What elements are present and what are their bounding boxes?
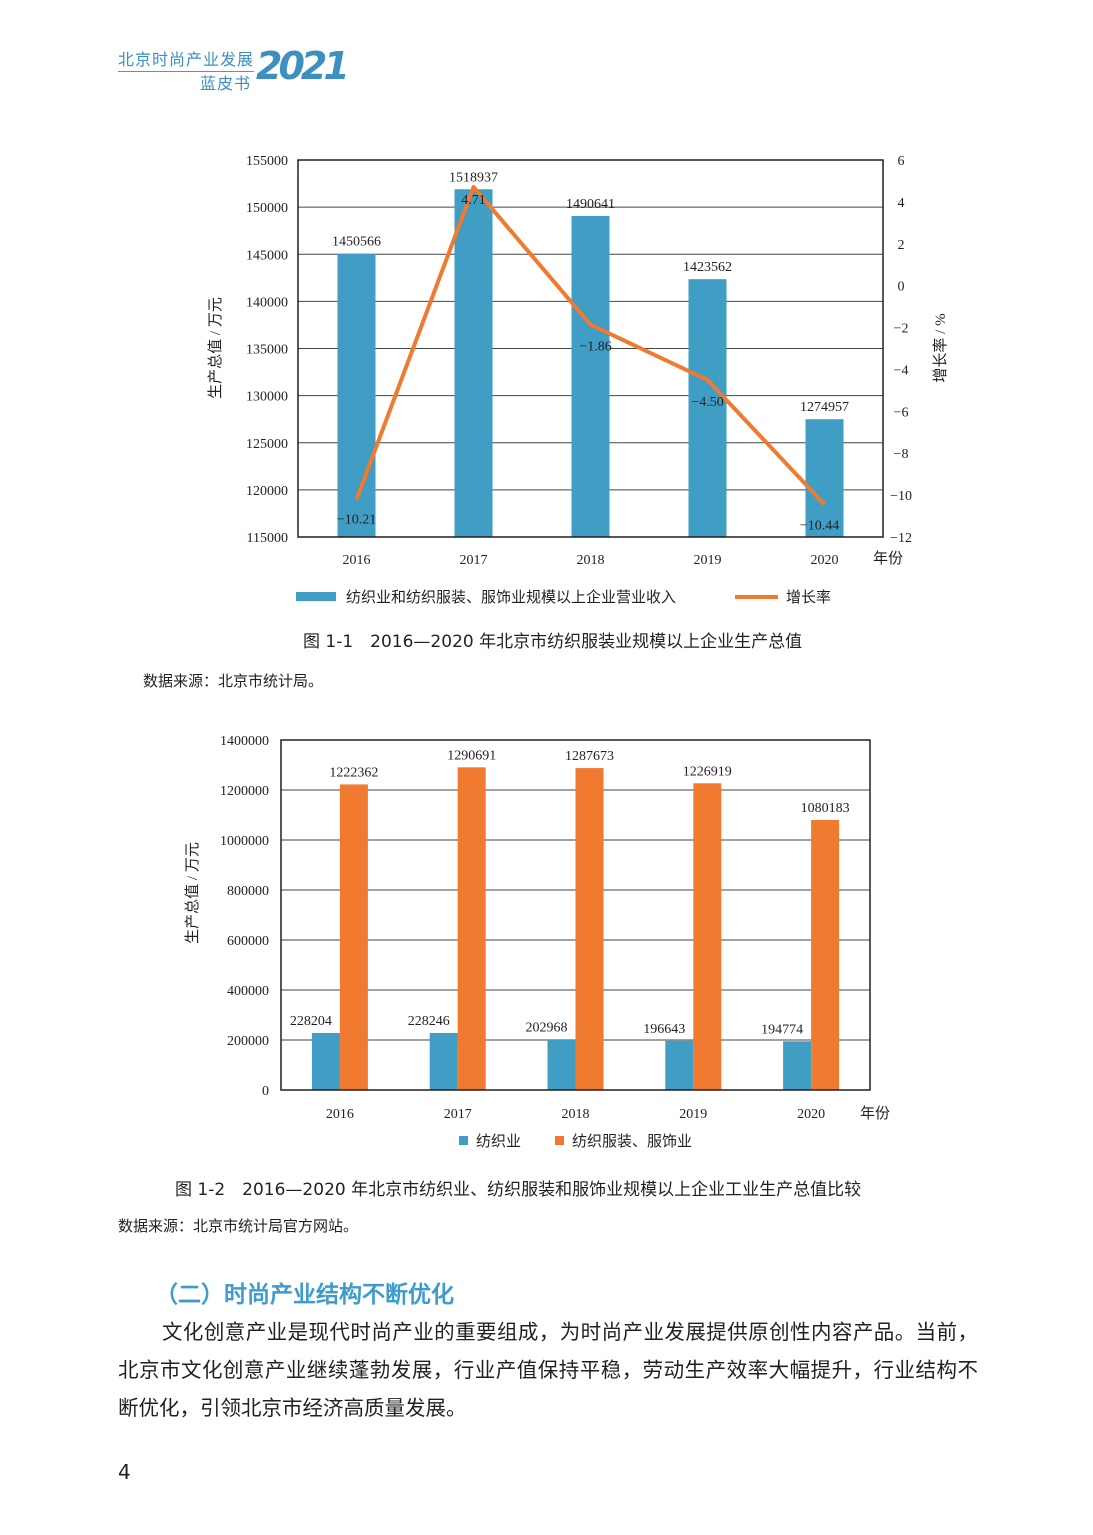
y-tick-label: 140000 <box>246 295 288 310</box>
bar-apparel <box>339 784 368 1090</box>
legend-apparel-swatch <box>555 1136 564 1145</box>
x-tick-label: 2020 <box>797 1107 825 1122</box>
y-tick-label: 125000 <box>246 437 288 452</box>
bar-data-label: 228246 <box>408 1014 450 1029</box>
y-axis-label: 生产总值 / 万元 <box>184 842 201 944</box>
y2-tick-label: −10 <box>890 489 912 504</box>
legend-bar-label: 纺织业和纺织服装、服饰业规模以上企业营业收入 <box>346 588 676 606</box>
line-data-label: −10.44 <box>800 518 839 533</box>
bar <box>688 279 727 537</box>
y2-tick-label: −2 <box>894 322 909 337</box>
x-axis-label: 年份 <box>860 1105 890 1122</box>
figure1-source: 数据来源：北京市统计局。 <box>143 672 324 690</box>
bar-data-label: 1290691 <box>447 748 496 763</box>
y-tick-label: 145000 <box>246 248 288 263</box>
legend-line-label: 增长率 <box>786 589 831 606</box>
line-data-label: −10.21 <box>337 513 376 528</box>
figure2-source: 数据来源：北京市统计局官方网站。 <box>118 1217 359 1235</box>
bar-data-label: 196643 <box>643 1022 685 1037</box>
y-tick-label: 130000 <box>246 390 288 405</box>
bar-apparel <box>575 768 604 1090</box>
bar-textile <box>783 1041 812 1090</box>
y2-tick-label: 6 <box>898 154 905 169</box>
year-logo: 2021 <box>256 44 350 88</box>
line-data-label: −4.50 <box>691 395 723 410</box>
y-tick-label: 400000 <box>227 984 269 999</box>
x-tick-label: 2017 <box>460 553 488 568</box>
y2-tick-label: 0 <box>898 280 905 295</box>
bar <box>571 215 610 537</box>
bar <box>337 253 376 537</box>
plot-frame <box>280 739 871 1091</box>
y2-tick-label: −12 <box>890 531 912 546</box>
figure1-caption: 图 1-1 2016—2020 年北京市纺织服装业规模以上企业生产总值 <box>303 632 803 652</box>
y-tick-label: 120000 <box>246 484 288 499</box>
legend-textile-label: 纺织业 <box>476 1133 521 1150</box>
bar-data-label: 1080183 <box>801 801 850 816</box>
bar-data-label: 1423562 <box>683 260 732 275</box>
bar-apparel <box>811 819 840 1090</box>
y-tick-label: 1200000 <box>220 784 269 799</box>
x-tick-label: 2019 <box>679 1107 707 1122</box>
y2-tick-label: −6 <box>894 405 909 420</box>
bar-data-label: 194774 <box>761 1022 803 1037</box>
x-tick-label: 2020 <box>811 553 839 568</box>
y-tick-label: 200000 <box>227 1034 269 1049</box>
legend-textile-swatch <box>459 1136 468 1145</box>
header-title: 北京时尚产业发展 <box>118 46 255 72</box>
y-tick-label: 115000 <box>247 531 288 546</box>
bar-data-label: 1450566 <box>332 235 381 250</box>
y2-tick-label: 4 <box>898 196 905 211</box>
page-number: 4 <box>118 1460 131 1484</box>
y-tick-label: 135000 <box>246 343 288 358</box>
line-data-label: 4.71 <box>461 193 486 208</box>
bar-data-label: 1287673 <box>565 749 614 764</box>
x-tick-label: 2018 <box>562 1107 590 1122</box>
y-tick-label: 1000000 <box>220 834 269 849</box>
bar <box>805 419 844 537</box>
bar-textile <box>429 1032 458 1090</box>
y-tick-label: 0 <box>262 1084 269 1099</box>
y-axis-label: 生产总值 / 万元 <box>207 297 224 399</box>
growth-line <box>354 185 826 506</box>
y2-tick-label: 2 <box>898 238 905 253</box>
y2-tick-label: −8 <box>894 447 909 462</box>
x-axis-label: 年份 <box>873 550 903 567</box>
bar-data-label: 1274957 <box>800 400 849 415</box>
figure2-caption: 图 1-2 2016—2020 年北京市纺织业、纺织服装和服饰业规模以上企业工业… <box>175 1180 862 1200</box>
bar-textile <box>311 1032 340 1090</box>
line-data-label: −1.86 <box>579 340 611 355</box>
bar-data-label: 1222362 <box>329 765 378 780</box>
bar-data-label: 1226919 <box>683 764 732 779</box>
plot-frame <box>297 159 884 538</box>
body-paragraph: 文化创意产业是现代时尚产业的重要组成，为时尚产业发展提供原创性内容产品。当前，北… <box>118 1320 978 1420</box>
y2-tick-label: −4 <box>894 363 909 378</box>
y2-axis-label: 增长率 / % <box>932 313 949 382</box>
bar-data-label: 228204 <box>290 1014 332 1029</box>
y-tick-label: 150000 <box>246 201 288 216</box>
legend-bar-swatch <box>296 592 336 601</box>
y-tick-label: 1400000 <box>220 734 269 749</box>
bar-textile <box>665 1040 694 1090</box>
x-tick-label: 2016 <box>326 1107 354 1122</box>
y-tick-label: 155000 <box>246 154 288 169</box>
x-tick-label: 2018 <box>577 553 605 568</box>
bar-data-label: 202968 <box>526 1020 568 1035</box>
x-tick-label: 2016 <box>343 553 371 568</box>
legend-apparel-label: 纺织服装、服饰业 <box>572 1133 692 1150</box>
bar-data-label: 1518937 <box>449 170 498 185</box>
x-tick-label: 2019 <box>694 553 722 568</box>
bar-apparel <box>457 767 486 1090</box>
y-tick-label: 600000 <box>227 934 269 949</box>
bar-textile <box>547 1039 576 1090</box>
header-subtitle: 蓝皮书 <box>200 74 252 93</box>
section-heading: （二）时尚产业结构不断优化 <box>155 1282 454 1308</box>
y-tick-label: 800000 <box>227 884 269 899</box>
bar-data-label: 1490641 <box>566 197 615 212</box>
bar-apparel <box>693 783 722 1090</box>
x-tick-label: 2017 <box>444 1107 472 1122</box>
bar <box>454 189 493 538</box>
